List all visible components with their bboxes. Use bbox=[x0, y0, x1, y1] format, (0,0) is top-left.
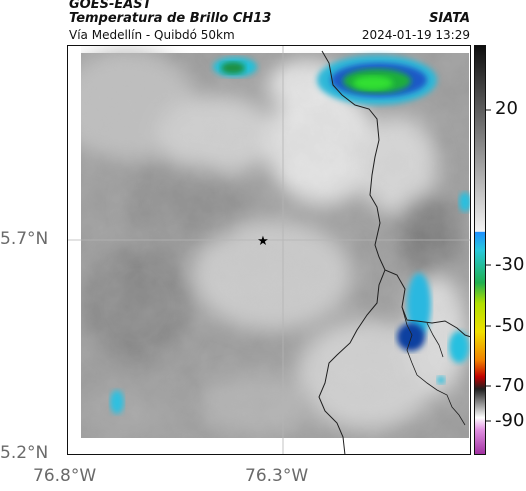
department-border-line bbox=[318, 269, 386, 455]
colorbar-tick-label: -50 bbox=[495, 315, 525, 336]
datetime-label: 2024-01-19 13:29 bbox=[361, 28, 470, 42]
cold-cloud-top-southwest bbox=[110, 390, 124, 414]
lon-label: 76.8°W bbox=[33, 466, 97, 486]
colorbar-gradient bbox=[474, 45, 486, 455]
lat-label: 5.7°N bbox=[0, 229, 49, 249]
product-title: Temperatura de Brillo CH13 bbox=[69, 11, 272, 26]
region-label: Vía Medellín - Quibdó 50km bbox=[69, 28, 235, 42]
colorbar-tick-label: -70 bbox=[495, 375, 525, 396]
country-border-line bbox=[321, 50, 471, 338]
colorbar-tick-label: -30 bbox=[495, 254, 525, 275]
colorbar-ticks bbox=[486, 109, 491, 422]
department-border-line-3 bbox=[426, 322, 444, 358]
satellite-title: GOES-EAST bbox=[69, 0, 152, 12]
department-border-line-2 bbox=[401, 306, 466, 426]
cold-cloud-top-north bbox=[213, 55, 437, 105]
satellite-map: ★ bbox=[67, 45, 471, 455]
org-label: SIATA bbox=[429, 11, 470, 26]
colorbar bbox=[474, 45, 486, 455]
lon-label: 76.3°W bbox=[245, 466, 309, 486]
colorbar-tick-label: -90 bbox=[495, 410, 525, 431]
colorbar-tick-label: 20 bbox=[495, 98, 518, 119]
lat-label: 5.2°N bbox=[0, 443, 49, 463]
star-icon: ★ bbox=[257, 234, 269, 249]
map-frame bbox=[67, 45, 471, 455]
